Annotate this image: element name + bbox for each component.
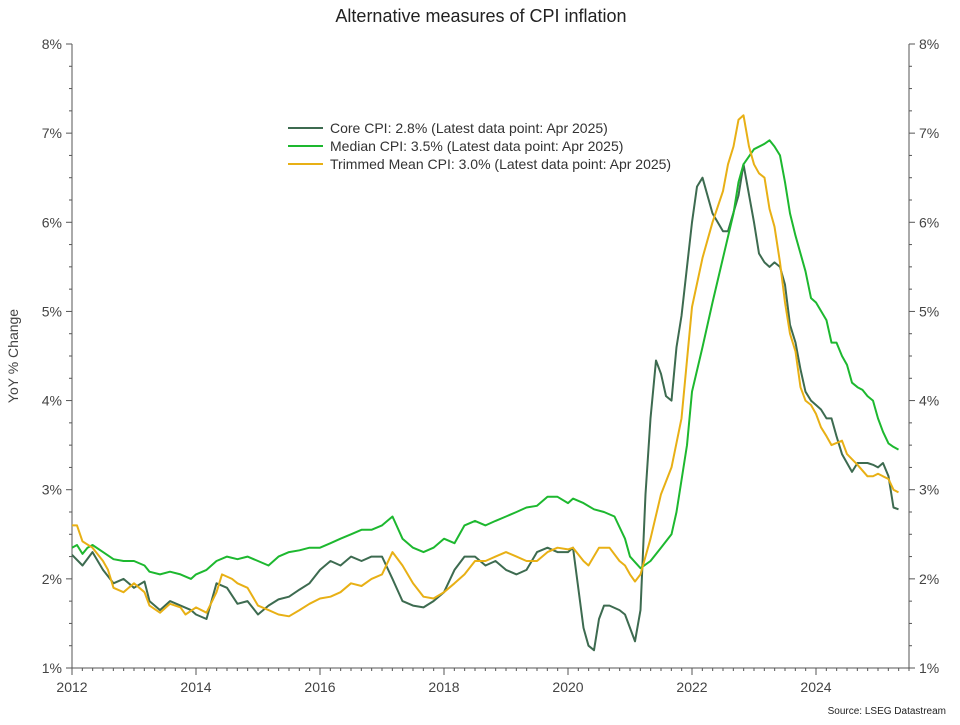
y-tick-label-left: 6% <box>42 214 62 230</box>
series-line-2 <box>71 139 899 580</box>
source-note: Source: LSEG Datastream <box>828 706 946 717</box>
y-tick-label-left: 1% <box>42 660 62 676</box>
x-tick-label: 2022 <box>676 679 707 695</box>
series-line-3 <box>72 114 899 618</box>
axes: 1% 1% 2% 2% 3% 3% 4% 4% 5% 5% 6% 6% 7% 7% 8% 8% 2012 2014… <box>42 36 939 695</box>
x-tick-label: 2014 <box>180 679 211 695</box>
y-tick-label-right: 2% <box>919 571 939 587</box>
y-tick-label-right: 5% <box>919 303 939 319</box>
legend-label-2: Median CPI: 3.5% (Latest data point: Apr… <box>330 138 623 154</box>
y-tick-label-left: 7% <box>42 125 62 141</box>
x-tick-label: 2016 <box>304 679 335 695</box>
x-tick-label: 2024 <box>800 679 831 695</box>
y-tick-label-right: 3% <box>919 482 939 498</box>
y-tick-label-right: 7% <box>919 125 939 141</box>
series-line-1 <box>71 163 899 652</box>
y-tick-label-left: 5% <box>42 303 62 319</box>
y-tick-label-right: 6% <box>919 214 939 230</box>
chart-title: Alternative measures of CPI inflation <box>335 6 626 26</box>
legend: Core CPI: 2.8% (Latest data point: Apr 2… <box>288 120 671 172</box>
y-axis-label: YoY % Change <box>5 309 21 403</box>
y-tick-label-right: 4% <box>919 393 939 409</box>
x-tick-label: 2020 <box>552 679 583 695</box>
y-tick-label-right: 1% <box>919 660 939 676</box>
legend-label-3: Trimmed Mean CPI: 3.0% (Latest data poin… <box>330 156 671 172</box>
y-tick-label-left: 3% <box>42 482 62 498</box>
legend-label-1: Core CPI: 2.8% (Latest data point: Apr 2… <box>330 120 608 136</box>
x-tick-label: 2012 <box>56 679 87 695</box>
x-tick-label: 2018 <box>428 679 459 695</box>
y-tick-label-left: 2% <box>42 571 62 587</box>
y-tick-label-left: 8% <box>42 36 62 52</box>
y-tick-label-left: 4% <box>42 393 62 409</box>
series-lines <box>71 114 899 652</box>
y-tick-label-right: 8% <box>919 36 939 52</box>
